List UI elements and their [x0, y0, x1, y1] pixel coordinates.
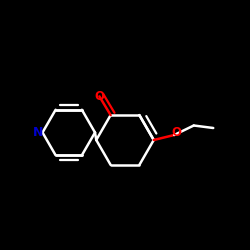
Text: O: O: [171, 126, 181, 139]
Text: N: N: [33, 126, 43, 139]
Text: O: O: [94, 90, 104, 103]
